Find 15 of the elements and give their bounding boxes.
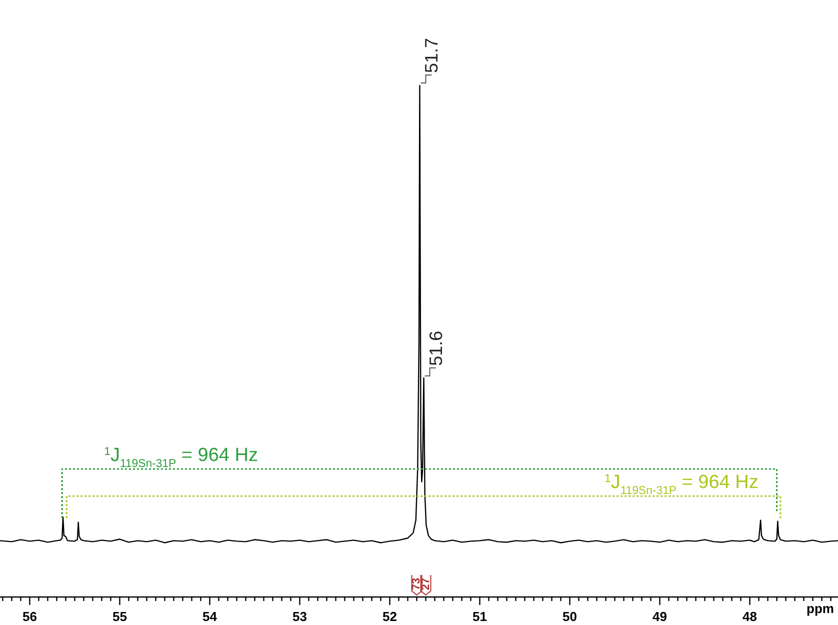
x-tick-label: 53	[292, 609, 307, 624]
x-tick-label: 52	[382, 609, 397, 624]
x-tick-label: 51	[472, 609, 487, 624]
annotation: 51.6	[426, 330, 446, 366]
annotation: 73	[410, 578, 423, 590]
series-label: $^{1}$J$_{119Sn-31P}$ = 964 Hz	[104, 445, 258, 470]
series-label: $^{1}$J$_{119Sn-31P}$ = 964 Hz	[604, 472, 758, 498]
annotation: 51.7	[422, 38, 442, 73]
x-tick-label: 56	[22, 609, 37, 624]
x-tick-label: 55	[112, 609, 127, 624]
x-tick-label: 50	[562, 609, 577, 624]
x-axis-title: ppm	[806, 601, 834, 616]
x-tick-label: 54	[202, 609, 218, 624]
x-tick-label: 48	[742, 609, 758, 624]
x-tick-label: 49	[652, 609, 668, 624]
